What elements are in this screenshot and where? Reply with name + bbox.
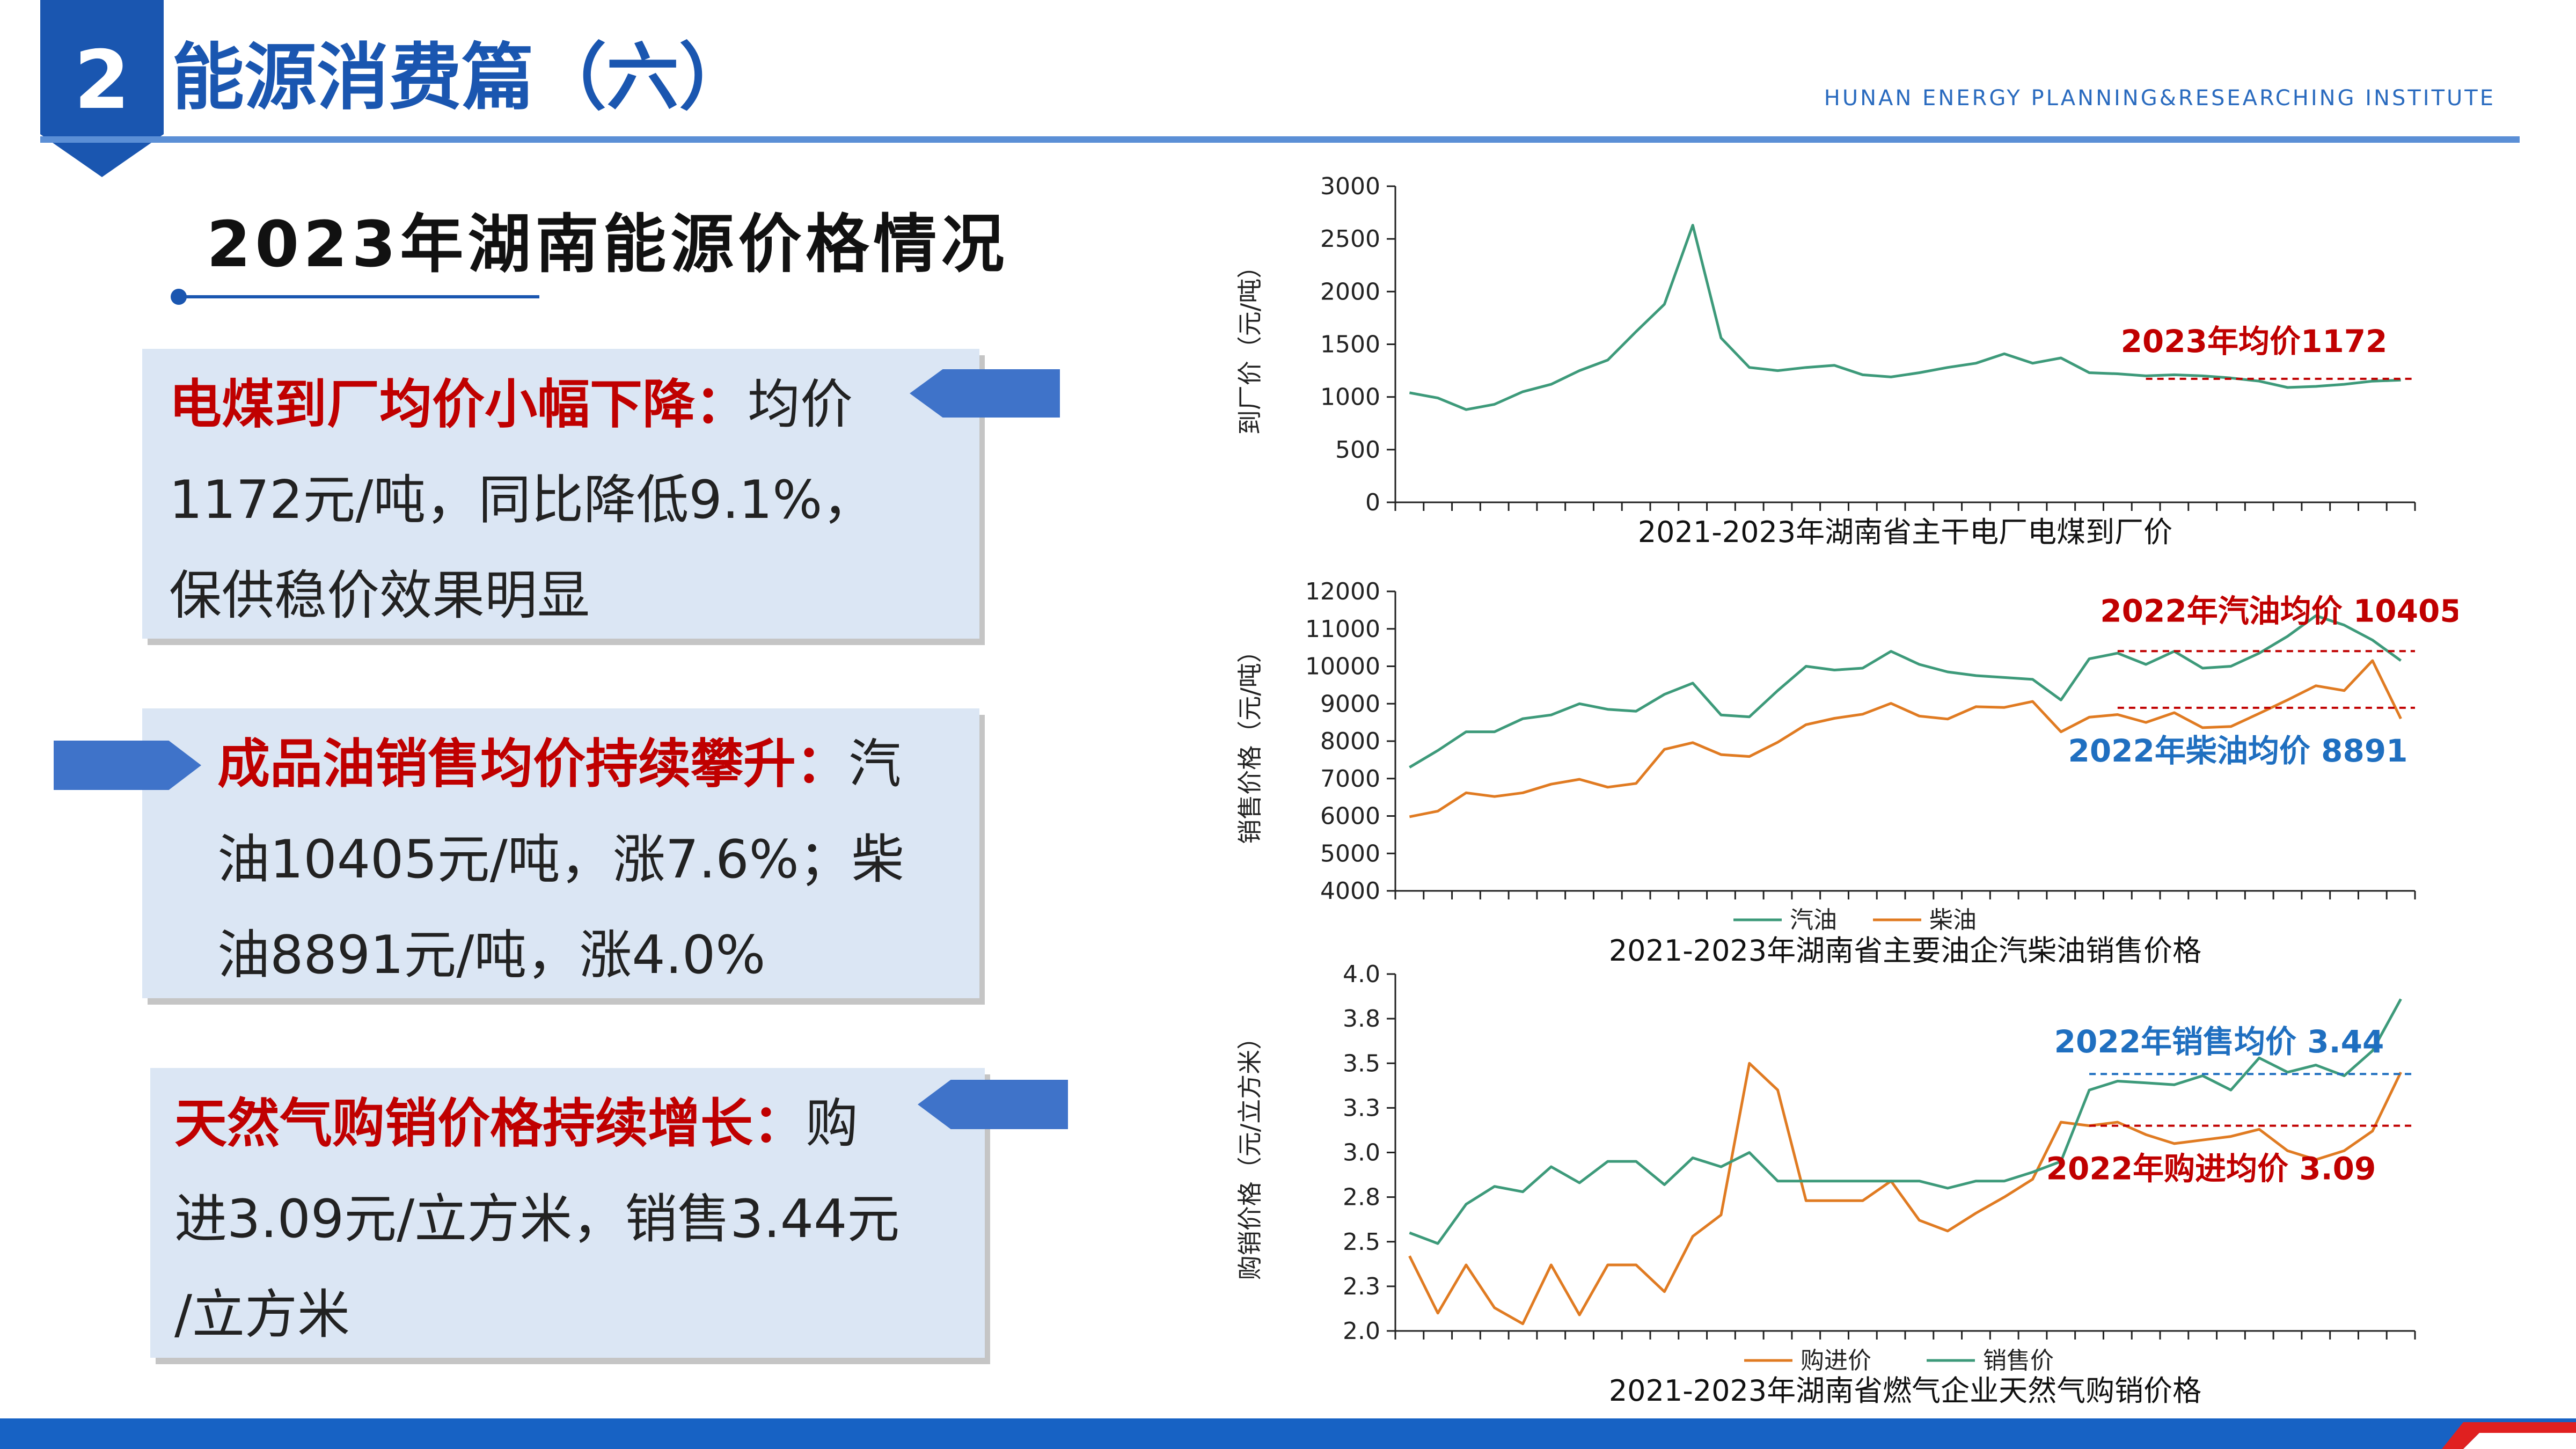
series-line	[1409, 224, 2401, 411]
y-tick-label: 1500	[1320, 331, 1380, 358]
y-tick-label: 8000	[1320, 728, 1380, 755]
oil-price-highlight: 成品油销售均价持续攀升：	[217, 734, 849, 795]
oil-price-line-1: 汽	[848, 734, 902, 795]
oil-price-line-3: 油8891元/吨，涨4.0%	[217, 925, 766, 986]
y-tick-label: 2.3	[1343, 1273, 1380, 1300]
legend-label: 销售价	[1983, 1347, 2054, 1374]
y-tick-label: 1000	[1320, 384, 1380, 411]
y-tick-label: 6000	[1320, 803, 1380, 830]
y-tick-label: 7000	[1320, 765, 1380, 793]
y-tick-label: 10000	[1305, 653, 1380, 680]
card-arrow-left	[918, 1080, 1068, 1129]
y-tick-label: 2.8	[1343, 1184, 1380, 1211]
y-tick-label: 2500	[1320, 225, 1380, 253]
section-title-dot	[171, 289, 187, 305]
series-line-购进价	[1408, 1062, 2402, 1326]
series-line-柴油	[1409, 659, 2402, 818]
y-axis-label: 到厂价（元/吨）	[1235, 254, 1264, 435]
y-tick-label: 9000	[1320, 690, 1380, 718]
y-tick-label: 0	[1365, 489, 1380, 516]
y-tick-label: 2.0	[1343, 1318, 1380, 1345]
section-title-underline	[180, 295, 539, 298]
gas-price-highlight: 天然气购销价格持续增长：	[174, 1093, 806, 1154]
card-arrow-left	[910, 369, 1060, 418]
coal-price-card	[142, 349, 979, 639]
coal-price-chart: 0 500 1000 1500 2000 2500 3000 到厂价（元/吨） 2023年均价1…	[1235, 173, 2416, 549]
chart-title: 2021-2023年湖南省燃气企业天然气购销价格	[1609, 1374, 2201, 1408]
page-title: 能源消费篇（六）	[172, 35, 751, 120]
series-line-销售价	[1409, 998, 2402, 1245]
average-annotation: 2022年销售均价 3.44	[2054, 1023, 2384, 1060]
section-title: 2023年湖南能源价格情况	[207, 207, 1009, 281]
y-tick-label: 5000	[1320, 840, 1380, 867]
y-axis-label: 购销价格（元/立方米）	[1235, 1025, 1264, 1280]
header-divider	[40, 136, 2520, 143]
average-annotation: 2022年柴油均价 8891	[2068, 733, 2407, 769]
section-number: 2	[74, 34, 130, 127]
legend-label: 柴油	[1929, 906, 1977, 934]
series-line-汽油	[1409, 614, 2402, 769]
y-tick-label: 500	[1335, 436, 1380, 464]
y-tick-label: 4000	[1320, 877, 1380, 905]
y-tick-label: 2000	[1320, 278, 1380, 305]
institute-name: HUNAN ENERGY PLANNING&RESEARCHING INSTIT…	[1824, 86, 2496, 111]
chart-title: 2021-2023年湖南省主干电厂电煤到厂价	[1638, 515, 2172, 549]
average-annotation: 2022年购进均价 3.09	[2046, 1151, 2376, 1187]
oil-price-line-2: 油10405元/吨，涨7.6%；柴	[217, 829, 904, 890]
chart-title: 2021-2023年湖南省主要油企汽柴油销售价格	[1609, 934, 2201, 968]
gas-price-line-3: /立方米	[174, 1284, 350, 1345]
gas-price-line-1: 购	[806, 1093, 859, 1154]
gas-price-card	[150, 1068, 985, 1358]
average-annotation: 2023年均价1172	[2121, 323, 2388, 360]
y-tick-label: 2.5	[1343, 1228, 1380, 1256]
y-axis-label: 销售价格（元/吨）	[1235, 638, 1264, 844]
y-tick-label: 3.3	[1343, 1094, 1380, 1122]
coal-price-line-2: 1172元/吨，同比降低9.1%，	[169, 470, 875, 531]
gas-price-text: 天然气购销价格持续增长：购 进3.09元/立方米，销售3.44元 /立方米	[174, 1076, 969, 1363]
y-tick-label: 3.8	[1343, 1005, 1380, 1033]
coal-price-text: 电煤到厂均价小幅下降：均价 1172元/吨，同比降低9.1%， 保供稳价效果明显	[169, 357, 963, 643]
coal-price-highlight: 电煤到厂均价小幅下降：	[169, 374, 748, 435]
footer-logo-mark	[2442, 1422, 2576, 1449]
gas-price-line-2: 进3.09元/立方米，销售3.44元	[174, 1189, 900, 1250]
y-tick-label: 3.5	[1343, 1050, 1380, 1077]
legend-label: 购进价	[1801, 1347, 1871, 1374]
coal-price-line-3: 保供稳价效果明显	[169, 565, 590, 626]
section-number-badge	[40, 0, 164, 177]
y-tick-label: 3000	[1320, 173, 1380, 200]
oil-price-chart: 4000 5000 6000 7000 8000 9000 10000 11000 12000 销…	[1235, 578, 2458, 968]
y-tick-label: 4.0	[1343, 961, 1380, 988]
y-tick-label: 12000	[1305, 578, 1380, 605]
card-arrow-right	[54, 741, 201, 790]
y-tick-label: 3.0	[1343, 1139, 1380, 1167]
footer-bar	[0, 1418, 2576, 1449]
gas-price-chart: 2.0 2.3 2.5 2.8 3.0 3.3 3.5 3.8 4.0 购销价格（元/立方米） 20…	[1235, 961, 2416, 1408]
average-annotation: 2022年汽油均价 10405	[2100, 592, 2458, 629]
legend-label: 汽油	[1790, 906, 1837, 934]
oil-price-card	[142, 708, 979, 998]
coal-price-line-1: 均价	[748, 374, 853, 435]
oil-price-text: 成品油销售均价持续攀升：汽 油10405元/吨，涨7.6%；柴 油8891元/吨…	[217, 716, 969, 1003]
y-tick-label: 11000	[1305, 616, 1380, 643]
